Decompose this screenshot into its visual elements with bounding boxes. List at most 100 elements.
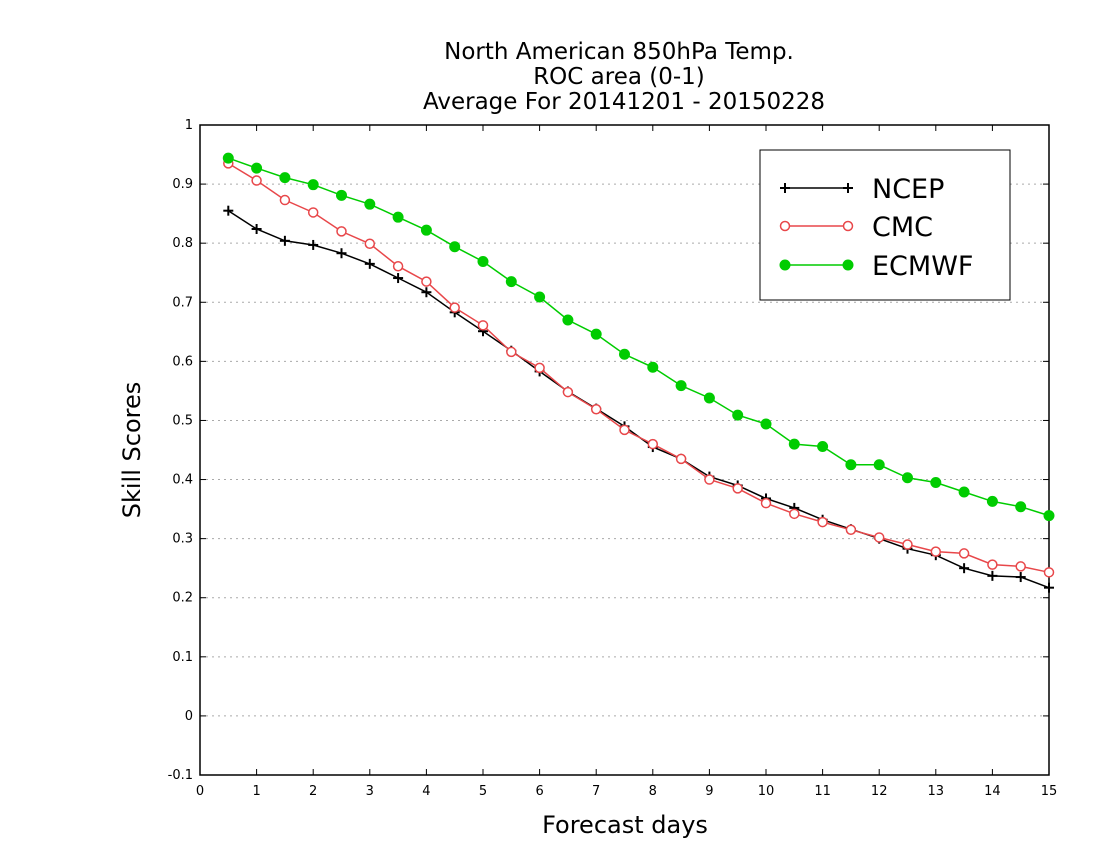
title-line-2: ROC area (0-1): [533, 64, 705, 90]
data-point-ncep: [393, 273, 404, 284]
y-tick-label: 0.6: [172, 354, 193, 369]
data-point-cmc: [336, 226, 347, 237]
data-point-ecmwf: [279, 172, 291, 184]
x-tick-label: 5: [479, 784, 487, 799]
data-point-ecmwf: [562, 314, 574, 326]
legend-label: ECMWF: [872, 251, 973, 282]
data-point-cmc: [1015, 561, 1026, 572]
data-point-ecmwf: [420, 224, 432, 236]
data-point-cmc: [732, 483, 743, 494]
legend-marker-end: [843, 183, 853, 193]
data-point-ecmwf: [449, 241, 461, 253]
title-line-1: North American 850hPa Temp.: [444, 39, 794, 65]
legend-item-ecmwf: ECMWF: [779, 251, 973, 282]
data-point-ecmwf: [364, 198, 376, 210]
data-point-ecmwf: [817, 440, 829, 452]
data-point-ecmwf: [1043, 510, 1055, 522]
data-point-ecmwf: [477, 256, 489, 267]
data-point-cmc: [562, 386, 574, 398]
data-point-ncep: [223, 205, 234, 216]
series-cmc: [223, 158, 1055, 578]
x-tick-label: 15: [1041, 784, 1058, 799]
chart-title: North American 850hPa Temp. ROC area (0-…: [423, 39, 825, 115]
x-tick-label: 8: [649, 784, 657, 799]
legend-box: [759, 149, 1011, 301]
data-point-ecmwf: [590, 328, 602, 340]
data-point-ncep: [308, 239, 319, 250]
data-point-ecmwf: [251, 162, 263, 174]
data-point-ncep: [1044, 582, 1054, 593]
data-point-cmc: [987, 559, 998, 570]
series-ecmwf: [222, 152, 1055, 522]
data-point-cmc: [506, 346, 517, 358]
x-tick-label: 0: [196, 784, 204, 799]
legend-item-cmc: CMC: [779, 212, 933, 243]
x-axis-title: Forecast days: [542, 811, 708, 839]
data-point-cmc: [364, 238, 376, 250]
data-point-cmc: [421, 276, 432, 287]
y-tick-label: 0.4: [172, 473, 193, 488]
x-tick-label: 14: [984, 784, 1001, 799]
x-tick-label: 11: [814, 784, 831, 799]
y-tick-label: 1: [185, 118, 193, 133]
legend-marker-start: [779, 220, 791, 232]
data-point-ecmwf: [675, 380, 687, 392]
data-point-cmc: [590, 403, 602, 415]
y-axis-title: Skill Scores: [118, 382, 146, 519]
legend-item-ncep: NCEP: [780, 174, 944, 205]
data-point-ecmwf: [958, 486, 970, 498]
data-point-ecmwf: [873, 459, 885, 471]
data-point-cmc: [675, 453, 687, 465]
axes: -0.100.10.20.30.40.50.60.70.80.910 1 2 3 4 5 6…: [168, 118, 1058, 799]
data-point-ncep: [364, 258, 375, 269]
data-point-ecmwf: [930, 477, 942, 488]
data-point-cmc: [930, 546, 942, 557]
x-tick-label: 9: [705, 784, 713, 799]
x-tick-label: 10: [758, 784, 775, 799]
data-point-ecmwf: [307, 179, 319, 191]
x-tick-label: 2: [309, 784, 317, 799]
data-point-cmc: [1043, 567, 1055, 578]
data-point-ncep: [421, 287, 432, 298]
data-point-ecmwf: [1015, 501, 1027, 513]
x-tick-label: 6: [535, 784, 543, 799]
legend: NCEP CMC ECMWF: [759, 149, 1011, 301]
y-tick-label: 0.2: [172, 591, 193, 606]
y-tick-label: 0.8: [172, 236, 193, 251]
title-line-3: Average For 20141201 - 20150228: [423, 89, 825, 115]
data-point-cmc: [449, 302, 460, 313]
data-point-ecmwf: [760, 418, 772, 430]
data-point-ecmwf: [619, 348, 630, 360]
x-tick-label: 13: [928, 784, 945, 799]
y-tick-label: 0: [185, 709, 193, 724]
data-point-ncep: [1015, 572, 1026, 583]
data-point-ncep: [251, 224, 262, 234]
data-point-ecmwf: [703, 392, 715, 404]
x-tick-label: 1: [252, 784, 260, 799]
legend-marker-end: [842, 259, 854, 271]
data-point-cmc: [647, 438, 659, 450]
data-point-cmc: [619, 424, 630, 436]
data-point-ecmwf: [902, 472, 913, 484]
y-tick-label: 0.5: [172, 413, 193, 428]
legend-marker-end: [842, 220, 854, 232]
legend-marker-start: [779, 259, 791, 271]
x-tick-label: 7: [592, 784, 600, 799]
data-point-ncep: [987, 570, 998, 581]
data-point-ecmwf: [392, 211, 404, 223]
data-point-ecmwf: [534, 291, 546, 303]
legend-label: CMC: [872, 212, 933, 243]
data-point-ncep: [279, 235, 290, 246]
y-tick-label: 0.3: [172, 532, 193, 547]
data-point-ecmwf: [845, 459, 857, 471]
plot-frame: [199, 124, 1050, 776]
data-point-cmc: [958, 548, 970, 559]
data-point-ecmwf: [222, 152, 234, 164]
y-tick-label: -0.1: [168, 768, 193, 783]
data-point-cmc: [789, 508, 800, 520]
data-point-ecmwf: [788, 438, 800, 450]
series-lines: [222, 152, 1055, 593]
legend-label: NCEP: [872, 174, 944, 205]
data-point-cmc: [704, 474, 715, 485]
